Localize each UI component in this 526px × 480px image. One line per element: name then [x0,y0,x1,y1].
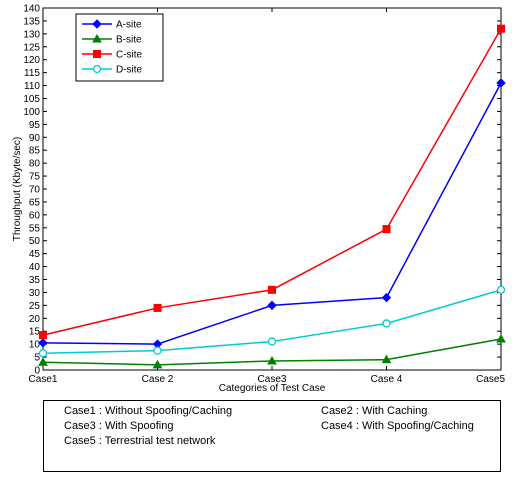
y-tick-label: 15 [29,327,41,338]
data-point-b-site [381,354,392,364]
case-notes-box: Case1 : Without Spoofing/Caching Case2 :… [43,400,501,472]
legend-entry-d-site: D-site [82,65,143,76]
y-tick-label: 50 [29,236,41,247]
series-c-site [39,24,505,340]
note-case4: Case4 : With Spoofing/Caching [321,420,474,432]
y-tick-label: 60 [29,210,41,221]
y-tick-label: 70 [29,185,41,196]
legend: A-site B-site C-site D-site [75,13,164,82]
x-tick-label: Case1 [29,374,58,385]
y-tick-label: 35 [29,275,41,286]
data-point-d-site [382,319,391,328]
x-tick-label: Case 2 [142,374,174,385]
y-axis-label: Throughput (Kbyte/sec) [12,137,23,242]
legend-marker [92,33,102,43]
data-point-b-site [267,355,277,365]
note-case5: Case5 : Terrestrial test network [64,435,216,447]
legend-marker [92,64,102,74]
x-tick-label: Case5 [476,374,505,385]
y-tick-label: 110 [24,81,40,92]
y-tick-label: 0 [34,366,40,377]
data-point-c-site [497,24,505,33]
note-case3: Case3 : With Spoofing [64,420,174,432]
y-tick-label: 120 [23,55,40,66]
y-tick-label: 5 [34,353,40,364]
data-point-c-site [268,285,276,294]
data-point-b-site [38,357,48,366]
legend-box [75,13,164,82]
y-tick-label: 100 [23,107,40,118]
legend-entry-c-site: C-site [82,50,143,61]
legend-label: C-site [116,50,143,61]
data-point-c-site [382,225,391,234]
data-point-c-site [153,303,162,312]
y-tick-label: 30 [29,288,41,299]
data-point-a-site [38,338,48,348]
data-point-a-site [381,292,392,303]
data-point-a-site [496,78,506,88]
x-tick-label: Case 4 [371,374,403,385]
y-tick-label: 25 [29,301,41,312]
data-point-d-site [496,285,506,294]
y-tick-label: 65 [29,197,41,208]
data-point-c-site [39,331,47,340]
data-point-d-site [267,337,277,346]
y-tick-label: 95 [29,120,41,131]
y-tick-label: 130 [23,29,40,40]
y-tick-label: 45 [29,249,41,260]
legend-label: B-site [116,35,142,46]
x-tick-label: Case3 [258,374,287,385]
legend-entry-a-site: A-site [82,19,142,31]
y-tick-label: 80 [29,159,41,170]
legend-label: A-site [116,20,142,31]
y-tick-label: 90 [29,133,41,144]
y-tick-label: 135 [23,16,40,27]
data-point-d-site [153,346,162,355]
note-case2: Case2 : With Caching [321,405,428,417]
legend-marker [93,50,101,58]
data-point-b-site [152,359,163,369]
y-tick-label: 105 [23,94,40,105]
note-case1: Case1 : Without Spoofing/Caching [64,405,233,417]
y-tick-label: 40 [29,262,41,273]
y-tick-label: 85 [29,146,41,157]
series-b-site [38,333,506,369]
y-tick-label: 55 [29,223,41,234]
x-axis-label: Categories of Test Case [219,383,326,394]
series-a-site [38,78,506,349]
y-tick-label: 125 [23,42,40,53]
legend-label: D-site [116,65,143,76]
y-tick-label: 75 [29,172,41,183]
y-tick-label: 10 [29,340,41,351]
data-point-a-site [267,300,277,311]
y-tick-label: 20 [29,314,41,325]
x-axis-ticks: Case1 Case 2 Case3 Case 4 Case5 [29,8,505,385]
series-d-site [38,285,506,358]
series-layer [38,24,506,369]
y-tick-label: 115 [24,68,40,79]
data-point-b-site [496,333,506,343]
data-point-d-site [38,349,48,358]
legend-entry-b-site: B-site [82,33,142,46]
legend-marker [92,19,102,29]
y-tick-label: 140 [23,4,40,15]
